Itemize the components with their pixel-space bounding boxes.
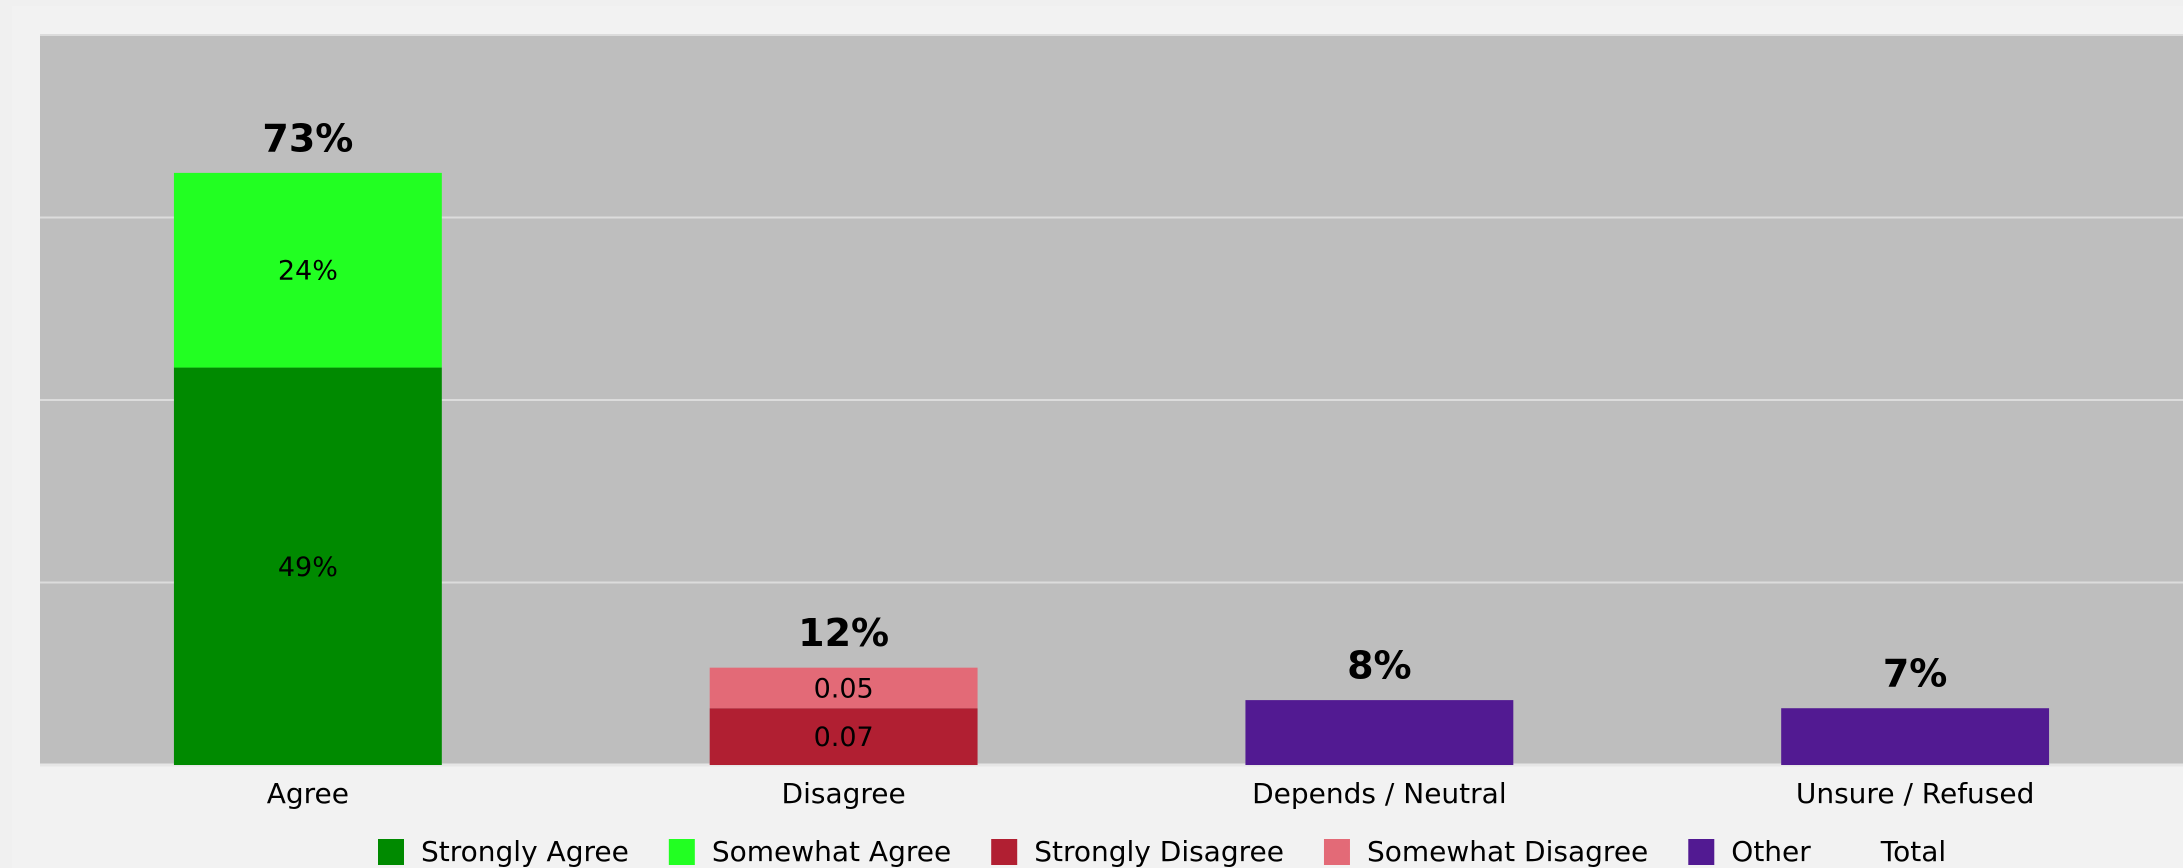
legend-label: Strongly Agree xyxy=(421,835,629,868)
total-label: 12% xyxy=(798,611,889,655)
legend-swatch xyxy=(668,839,695,865)
legend-swatch xyxy=(1323,839,1350,865)
x-tick-label: Agree xyxy=(267,777,349,810)
legend-label: Somewhat Disagree xyxy=(1367,835,1648,868)
total-label: 8% xyxy=(1347,644,1412,688)
bar-segment xyxy=(1245,700,1514,765)
value-label: 0.05 xyxy=(814,673,874,704)
legend-swatch xyxy=(378,839,404,865)
value-label: 49% xyxy=(278,552,338,583)
value-label: 24% xyxy=(278,256,338,287)
bar-segment xyxy=(709,667,978,709)
x-tick-label: Depends / Neutral xyxy=(1252,777,1506,810)
bar-segment xyxy=(173,172,442,368)
legend-label: Somewhat Agree xyxy=(712,835,951,868)
bar-segment xyxy=(173,367,442,765)
total-label: 73% xyxy=(262,116,353,160)
legend-label: Strongly Disagree xyxy=(1034,835,1284,868)
bar-segment xyxy=(709,708,978,765)
x-tick-label: Disagree xyxy=(782,777,906,810)
legend-label: Total xyxy=(1880,835,1946,868)
bar-segment xyxy=(1781,708,2050,765)
total-label: 7% xyxy=(1883,652,1948,696)
x-tick-label: Unsure / Refused xyxy=(1796,777,2035,810)
legend-swatch xyxy=(991,839,1018,865)
value-label: 0.07 xyxy=(814,722,874,753)
legend-label: Other xyxy=(1731,835,1811,868)
legend-swatch xyxy=(1688,839,1715,865)
